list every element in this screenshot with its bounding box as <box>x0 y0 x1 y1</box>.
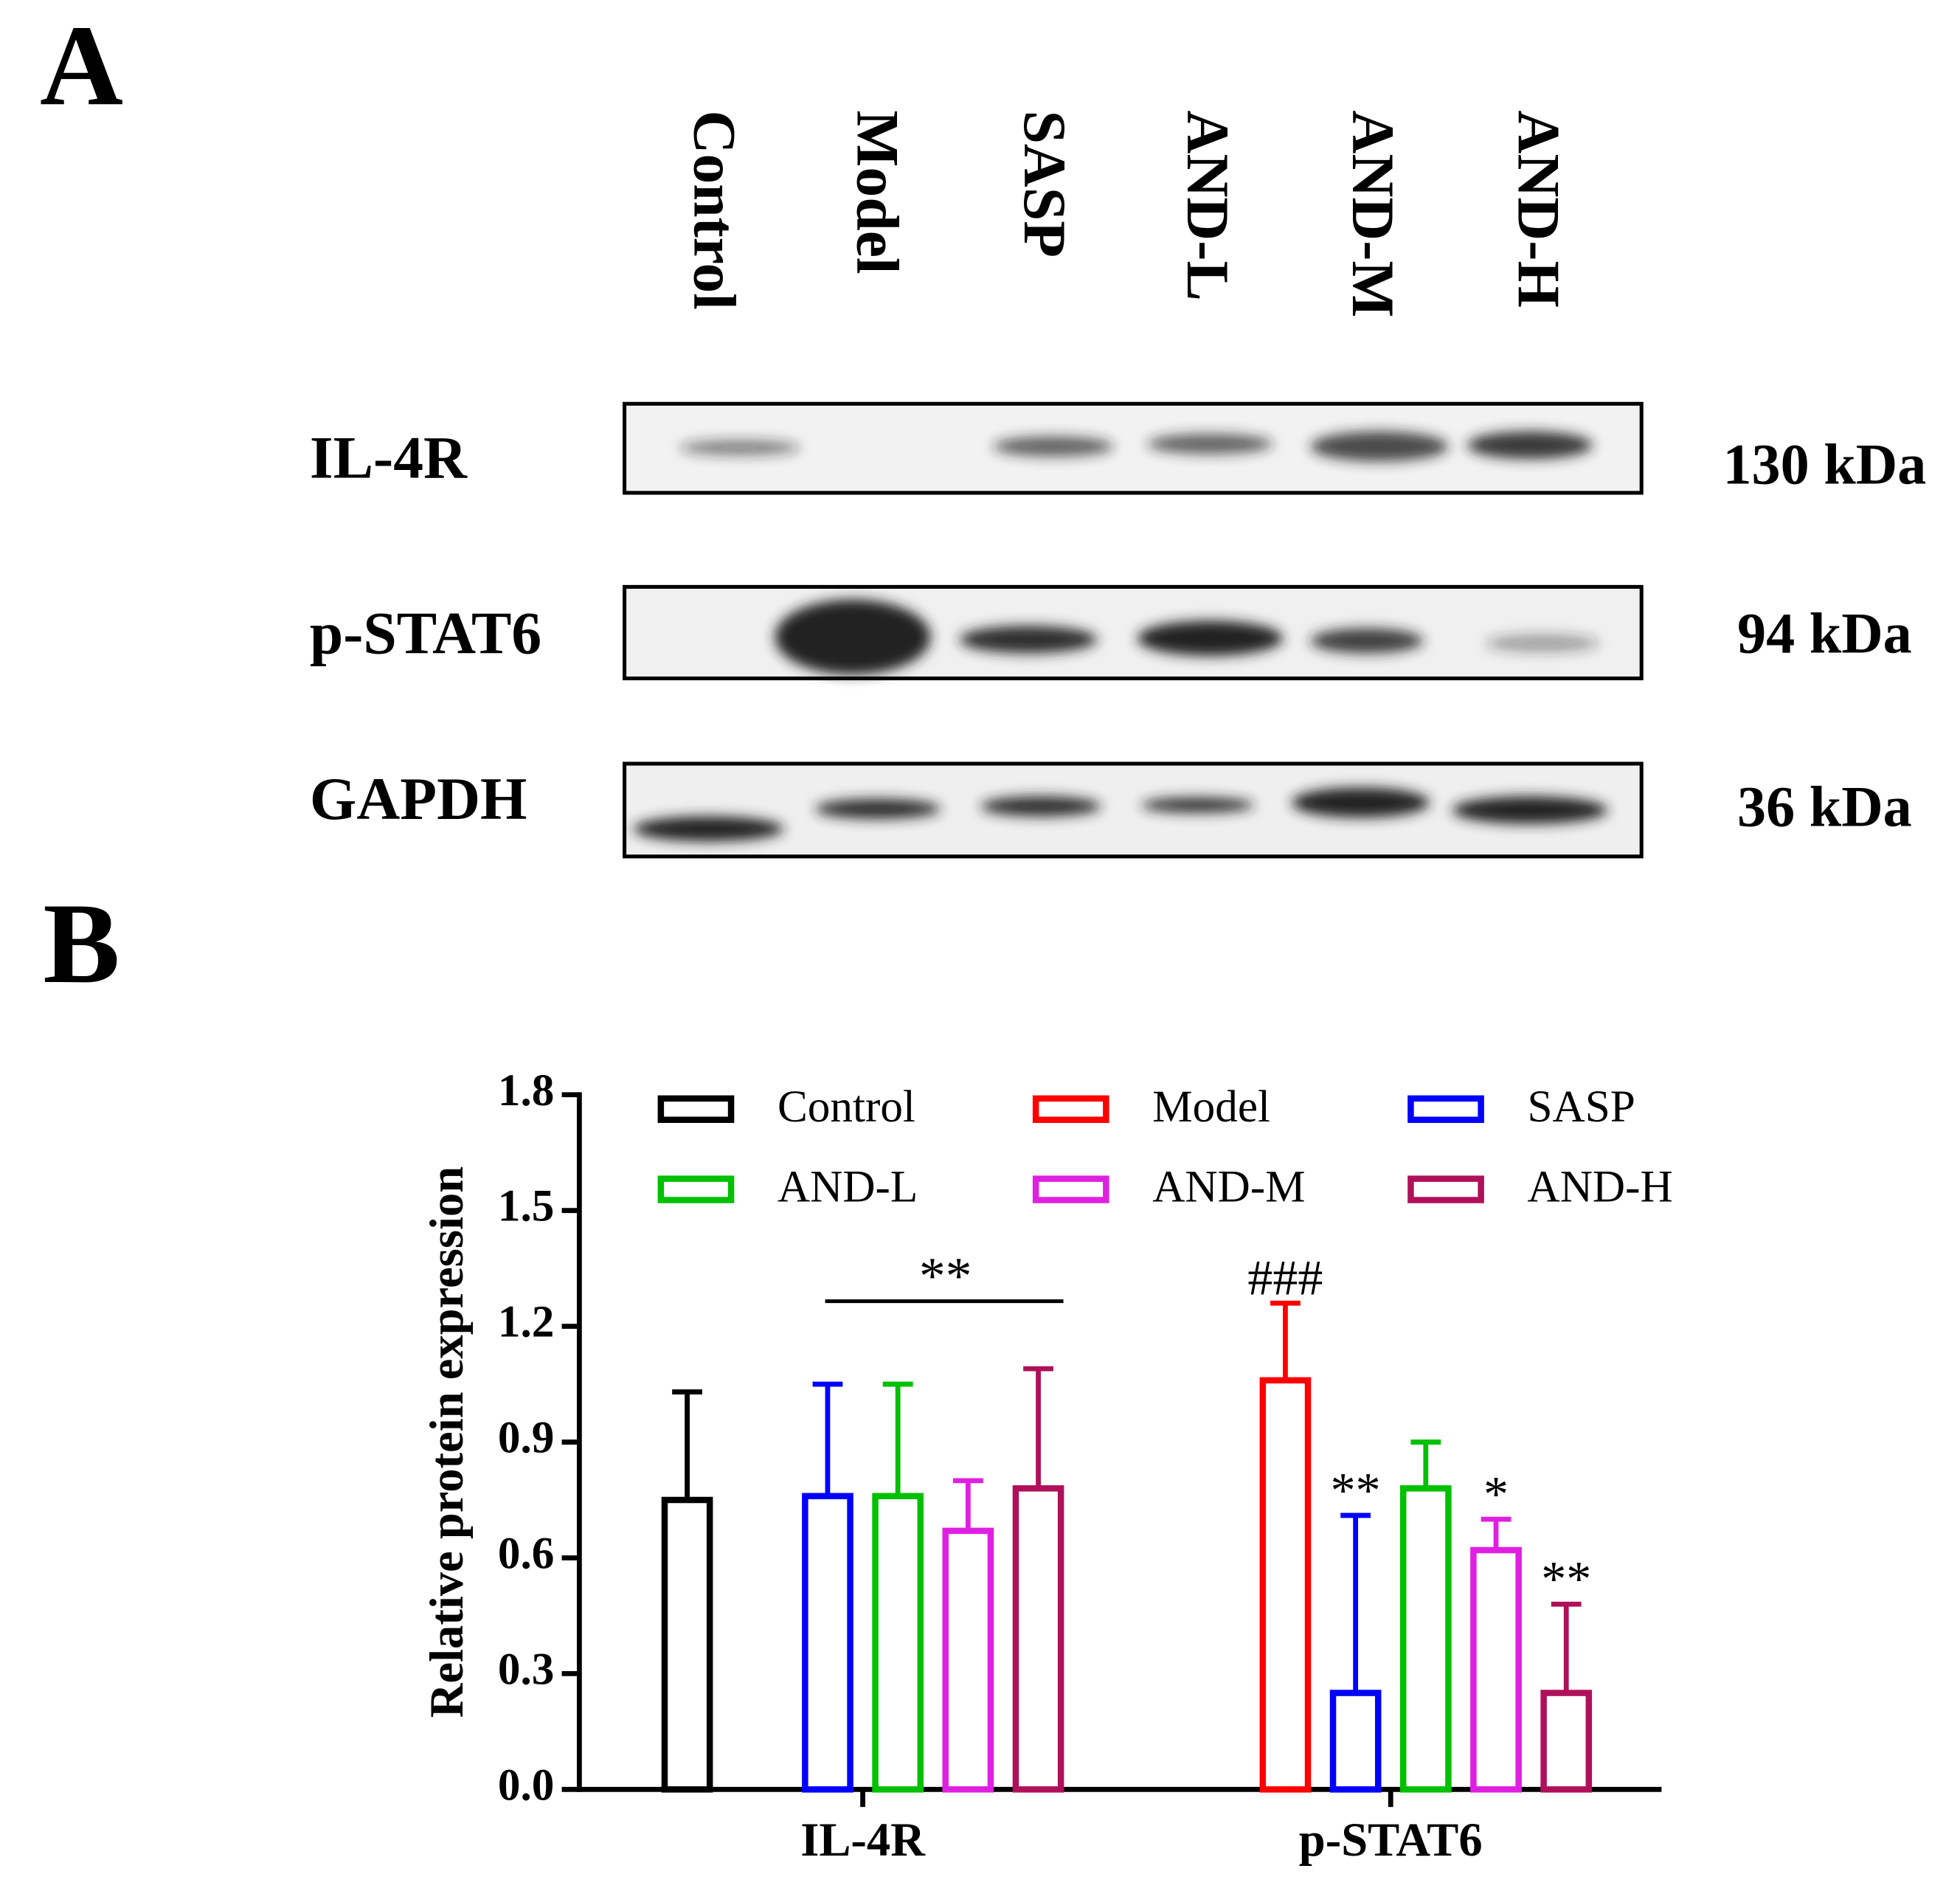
y-tick-label: 0.0 <box>498 1760 554 1810</box>
y-tick-label: 1.5 <box>498 1181 554 1231</box>
error-bar <box>1270 1300 1301 1380</box>
bar <box>1540 1690 1593 1793</box>
y-tick-label: 0.3 <box>498 1644 554 1694</box>
bar <box>1399 1485 1452 1793</box>
y-tick-label: 0.9 <box>498 1413 554 1463</box>
lane-label: AND-M <box>1340 111 1407 318</box>
lane-label: AND-L <box>1174 111 1242 301</box>
legend-swatch <box>657 1095 735 1123</box>
bar <box>1012 1485 1064 1793</box>
error-bar <box>672 1389 702 1501</box>
y-tick-label: 1.8 <box>498 1065 554 1116</box>
significance: ** <box>1541 1551 1591 1607</box>
lane-label: SASP <box>1011 111 1078 257</box>
bar <box>872 1493 924 1793</box>
x-tick-label: p-STAT6 <box>1299 1813 1483 1866</box>
y-tick-label: 0.6 <box>498 1529 554 1579</box>
error-bar <box>1023 1366 1053 1489</box>
significance: ### <box>1247 1250 1323 1306</box>
bar <box>802 1493 853 1793</box>
y-axis-title: Relative protein expression <box>420 1166 473 1718</box>
error-bar <box>1481 1516 1511 1551</box>
error-bar <box>812 1381 843 1496</box>
bands <box>633 431 1608 842</box>
bar <box>661 1496 713 1793</box>
row-label: p-STAT6 <box>310 600 541 667</box>
legend-swatch <box>1407 1175 1484 1203</box>
legend-label: AND-H <box>1528 1162 1673 1212</box>
bar <box>1329 1690 1382 1793</box>
legend-swatch <box>1407 1095 1484 1123</box>
significance: * <box>1483 1466 1509 1522</box>
panel-label: A <box>40 1 123 129</box>
legend-label: SASP <box>1528 1082 1635 1132</box>
legend-swatch <box>1032 1095 1109 1123</box>
row-label: GAPDH <box>310 765 527 832</box>
panel-label: B <box>43 879 120 1007</box>
error-bar <box>882 1381 913 1496</box>
legend-label: Control <box>778 1082 915 1132</box>
blot <box>623 401 1644 859</box>
legend-label: Model <box>1152 1082 1270 1132</box>
size-label: 36 kDa <box>1737 774 1912 838</box>
legend-label: AND-L <box>778 1162 918 1212</box>
error-bar <box>1410 1439 1441 1489</box>
bar <box>1259 1377 1312 1793</box>
bar <box>1470 1546 1522 1793</box>
error-bar <box>1551 1601 1582 1693</box>
lane-label: Model <box>845 111 912 274</box>
lane-label: Control <box>682 111 749 310</box>
bracket-label: ** <box>919 1247 972 1305</box>
x-tick-label: IL-4R <box>800 1813 926 1866</box>
y-tick-label: 1.2 <box>498 1297 554 1347</box>
bar <box>942 1527 994 1793</box>
error-bar <box>1340 1513 1371 1693</box>
legend-swatch <box>657 1175 735 1203</box>
significance: ** <box>1331 1462 1381 1518</box>
row-label: IL-4R <box>310 424 468 491</box>
legend-label: AND-M <box>1152 1162 1305 1212</box>
size-label: 94 kDa <box>1737 601 1912 666</box>
size-label: 130 kDa <box>1722 432 1926 496</box>
error-bar <box>952 1478 983 1531</box>
legend-swatch <box>1032 1175 1109 1203</box>
lane-label: AND-H <box>1506 111 1573 308</box>
